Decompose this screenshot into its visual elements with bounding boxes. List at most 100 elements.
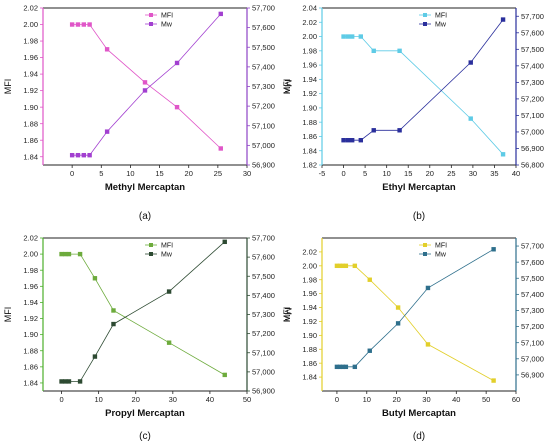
y-left-tick-label: 1.86 — [23, 362, 38, 371]
y-left-tick-label: 1.90 — [23, 103, 38, 112]
data-point-mw — [63, 379, 68, 384]
data-point-mw — [222, 239, 227, 245]
y-right-tick-label: 56,900 — [521, 370, 544, 379]
legend-label: Mw — [435, 252, 447, 259]
data-point-mfi — [340, 263, 346, 269]
y-left-tick-label: 1.94 — [23, 70, 38, 79]
x-tick-label: 30 — [243, 169, 251, 178]
data-point-mfi — [75, 22, 81, 27]
series-line-mw — [343, 19, 504, 141]
data-point-mfi — [468, 116, 473, 121]
y-right-tick-label: 57,300 — [521, 78, 544, 87]
data-point-mw — [218, 11, 223, 17]
y-right-tick-label: 57,000 — [521, 354, 544, 363]
y-left-tick-label: 1.94 — [302, 75, 317, 84]
y-right-tick-label: 57,700 — [252, 4, 275, 13]
y-left-tick-label: 1.84 — [302, 373, 317, 382]
data-point-mfi — [81, 22, 86, 27]
data-point-mw — [371, 128, 376, 133]
data-point-mfi — [87, 22, 92, 27]
y-right-tick-label: 56,900 — [521, 144, 544, 153]
y-right-tick-label: 57,100 — [521, 338, 544, 347]
y-left-tick-label: 2.00 — [302, 261, 317, 270]
y-left-tick-label: 2.02 — [302, 248, 317, 257]
series-line-mfi — [336, 265, 494, 381]
y-left-tick-label: 1.98 — [23, 37, 38, 46]
y-left-tick-label: 2.02 — [23, 4, 38, 13]
series-line-mw — [336, 248, 494, 368]
y-left-tick-label: 1.98 — [302, 275, 317, 284]
data-point-mw — [367, 348, 372, 353]
y-right-tick-label: 57,600 — [252, 253, 275, 262]
data-point-mfi — [334, 263, 340, 269]
legend-label: Mw — [435, 22, 447, 29]
data-point-mw — [77, 379, 83, 384]
y-left-tick-label: 1.86 — [302, 132, 317, 141]
y-left-tick-label: 1.98 — [302, 46, 317, 55]
data-point-mfi — [92, 276, 98, 281]
legend-marker — [423, 252, 427, 256]
y-right-tick-label: 57,400 — [521, 290, 544, 299]
x-tick-label: 30 — [469, 169, 477, 178]
x-tick-label: 15 — [404, 169, 412, 178]
y-right-tick-label: 56,800 — [521, 161, 544, 170]
data-point-mfi — [343, 263, 349, 269]
y-right-tick-label: 57,400 — [252, 62, 275, 71]
x-tick-label: 5 — [363, 169, 367, 178]
data-point-mw — [341, 138, 346, 143]
y-right-tick-label: 57,200 — [252, 102, 275, 111]
x-tick-label: 5 — [99, 169, 103, 178]
data-point-mfi — [397, 48, 402, 54]
y-left-tick-label: 1.90 — [23, 330, 38, 339]
data-point-mfi — [352, 263, 358, 269]
y-left-tick-label: 1.88 — [302, 118, 317, 127]
chart-panel-4: 0 10 20 30 40 50 60 1.84 1.86 1.88 1.90 1.92 1.94 1.9… — [282, 237, 544, 442]
data-point-mfi — [345, 34, 351, 39]
y-left-tick-label: 1.90 — [302, 331, 317, 340]
y-left-axis-title: MFI — [3, 79, 13, 95]
y-left-tick-label: 2.04 — [302, 4, 317, 13]
y-right-tick-label: 57,600 — [521, 28, 544, 37]
data-point-mw — [111, 321, 116, 327]
data-point-mw — [174, 60, 180, 66]
data-point-mw — [340, 364, 346, 370]
y-right-tick-label: 57,700 — [252, 234, 275, 243]
x-axis-title: Ethyl Mercaptan — [382, 182, 456, 193]
data-point-mw — [337, 364, 343, 370]
y-left-axis-title: MFI — [282, 79, 292, 95]
data-point-mw — [92, 354, 98, 359]
x-tick-label: 0 — [70, 169, 74, 178]
y-left-tick-label: 1.96 — [302, 61, 317, 70]
x-axis-title: Propyl Mercaptan — [105, 408, 185, 419]
panel-label: (a) — [139, 211, 151, 222]
data-point-mw — [59, 379, 64, 384]
data-point-mfi — [425, 342, 431, 347]
y-right-tick-label: 56,900 — [252, 161, 275, 170]
x-axis-title: Butyl Mercaptan — [382, 408, 456, 419]
y-right-tick-label: 57,200 — [521, 94, 544, 103]
data-point-mw — [352, 364, 358, 370]
data-point-mw — [468, 60, 473, 65]
legend-marker — [149, 22, 153, 26]
y-left-tick-label: 1.88 — [302, 345, 317, 354]
x-tick-label: 0 — [59, 395, 63, 404]
y-left-tick-label: 1.88 — [23, 119, 38, 128]
x-tick-label: 10 — [382, 169, 390, 178]
y-right-tick-label: 57,300 — [252, 310, 275, 319]
y-right-tick-label: 56,900 — [252, 387, 275, 396]
data-point-mfi — [395, 305, 401, 310]
legend-label: Mw — [161, 22, 173, 29]
y-left-axis-title: MFI — [3, 307, 13, 323]
x-tick-label: 25 — [214, 169, 222, 178]
data-point-mw — [104, 129, 110, 134]
y-right-tick-label: 57,400 — [521, 61, 544, 70]
y-left-tick-label: 1.96 — [23, 53, 38, 62]
x-tick-label: 60 — [512, 395, 520, 404]
y-right-tick-label: 57,100 — [252, 348, 275, 357]
data-point-mw — [349, 138, 355, 143]
data-point-mfi — [491, 378, 496, 383]
x-tick-label: 25 — [447, 169, 455, 178]
y-left-tick-label: 2.02 — [302, 18, 317, 27]
data-point-mw — [334, 364, 340, 370]
legend-marker — [149, 252, 153, 256]
